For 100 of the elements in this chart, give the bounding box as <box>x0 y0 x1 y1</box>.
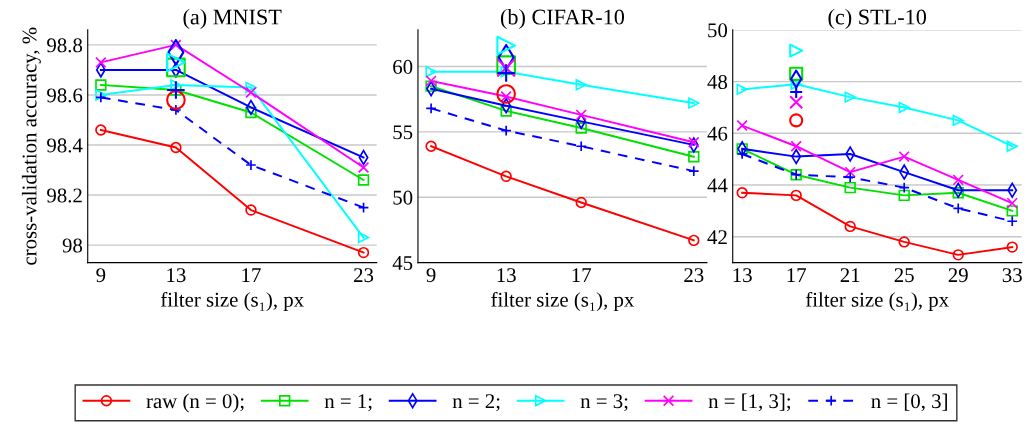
x-tick-label: 9 <box>96 268 106 283</box>
point <box>898 189 910 202</box>
point <box>357 231 370 244</box>
x-tick-label: 17 <box>572 268 592 282</box>
point <box>425 66 437 78</box>
x-tick-label: 13 <box>167 268 186 283</box>
point <box>166 52 186 73</box>
point <box>575 196 587 209</box>
point <box>575 109 587 121</box>
point <box>898 150 910 163</box>
point <box>575 122 587 134</box>
legend-label: n = 3; <box>580 394 628 412</box>
point <box>952 249 964 261</box>
point <box>844 181 856 194</box>
point <box>1006 241 1018 253</box>
point <box>357 246 370 259</box>
point <box>898 236 910 248</box>
point <box>898 181 910 194</box>
point <box>1006 215 1018 227</box>
point <box>245 81 257 94</box>
point <box>789 43 804 58</box>
point <box>790 140 802 152</box>
point <box>496 63 516 83</box>
point <box>736 83 748 96</box>
point <box>844 91 856 103</box>
point <box>170 39 182 51</box>
point <box>425 80 437 92</box>
x-tick-label: 9 <box>426 268 436 283</box>
point <box>95 79 107 91</box>
y-tick-label: 45 <box>392 256 413 271</box>
point <box>575 79 587 91</box>
point <box>789 113 804 128</box>
point <box>790 189 802 202</box>
point <box>575 140 587 152</box>
legend-label: n = [1, 3]; <box>708 393 791 412</box>
x-tick-label: 23 <box>684 268 704 283</box>
point <box>170 141 182 154</box>
point <box>736 119 748 132</box>
x-tick-label: 33 <box>1002 268 1022 283</box>
point <box>166 90 186 110</box>
y-axis-title: cross-validation accuracy, % <box>21 27 41 265</box>
point <box>425 102 437 115</box>
y-tick-label: 98 <box>62 238 83 253</box>
y-tick-label: 60 <box>393 59 413 74</box>
point <box>898 101 910 114</box>
point <box>166 57 186 78</box>
point <box>952 114 964 127</box>
legend-label: n = [0, 3] <box>871 393 947 412</box>
point <box>952 174 964 186</box>
point <box>245 106 257 119</box>
point <box>357 174 370 186</box>
point <box>789 95 804 110</box>
point <box>844 171 856 183</box>
point <box>688 234 700 247</box>
point <box>496 84 516 104</box>
y-tick-label: 42 <box>707 230 727 244</box>
point <box>245 86 257 99</box>
point <box>500 105 512 117</box>
y-tick-label: 98.2 <box>47 188 82 203</box>
x-tick-label: 17 <box>787 268 806 282</box>
x-tick-label: 13 <box>733 268 752 283</box>
point <box>1006 205 1018 217</box>
y-tick-label: 98.8 <box>47 38 83 53</box>
y-tick-label: 48 <box>707 74 728 90</box>
x-tick-label: 17 <box>242 268 261 282</box>
y-tick-label: 50 <box>393 190 413 205</box>
point <box>952 202 964 215</box>
point <box>95 124 107 136</box>
legend-label: raw (n = 0); <box>146 393 244 413</box>
chart-title: (b) CIFAR-10 <box>500 8 625 30</box>
x-tick-label: 21 <box>840 268 860 282</box>
point <box>425 140 437 152</box>
point <box>789 66 804 81</box>
point <box>245 159 257 171</box>
point <box>952 187 964 199</box>
x-axis-title: filter size (s₁), px <box>491 291 635 312</box>
point <box>95 56 107 69</box>
point <box>1006 140 1018 152</box>
y-tick-label: 98.4 <box>47 138 83 153</box>
chart-title: (c) STL-10 <box>828 8 927 30</box>
point <box>357 201 370 214</box>
point <box>425 75 437 87</box>
y-tick-label: 98.6 <box>47 88 83 103</box>
point <box>496 35 516 56</box>
x-axis-title: filter size (s₁), px <box>160 291 304 312</box>
point <box>844 220 856 233</box>
point <box>688 97 700 109</box>
x-axis-title: filter size (s₁), px <box>805 291 949 312</box>
y-tick-label: 46 <box>707 126 728 141</box>
point <box>688 165 700 177</box>
point <box>736 187 748 199</box>
x-tick-label: 25 <box>894 268 914 283</box>
point <box>500 170 512 183</box>
point <box>844 166 856 178</box>
x-tick-label: 13 <box>497 268 516 283</box>
x-tick-label: 29 <box>948 268 968 283</box>
point <box>170 79 182 91</box>
point <box>245 204 257 216</box>
point <box>688 136 700 149</box>
point <box>688 151 700 163</box>
